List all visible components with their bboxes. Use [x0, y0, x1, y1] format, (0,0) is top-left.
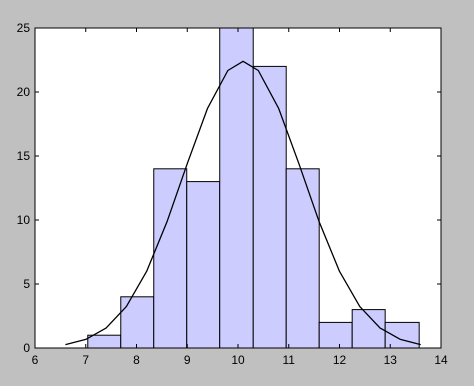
x-tick-label: 7 — [82, 353, 89, 367]
bar — [120, 296, 155, 349]
bar — [87, 334, 122, 349]
y-tick-label: 15 — [17, 149, 31, 163]
bar — [318, 321, 353, 349]
x-tick-label: 11 — [283, 353, 296, 367]
x-tick-label: 8 — [133, 353, 140, 367]
y-tick-label: 20 — [17, 85, 31, 99]
x-tick-label: 12 — [333, 353, 347, 367]
y-tick-label: 5 — [23, 277, 30, 291]
x-tick-label: 14 — [434, 353, 448, 367]
y-tick-label: 0 — [23, 341, 30, 355]
bar — [153, 168, 188, 349]
x-tick-label: 9 — [184, 353, 191, 367]
y-tick-label: 25 — [17, 21, 31, 35]
bar — [186, 181, 221, 349]
bar — [285, 168, 320, 349]
fit-curve — [65, 60, 421, 346]
x-tick-label: 6 — [32, 353, 39, 367]
bar — [384, 321, 420, 349]
x-tick-label: 10 — [231, 353, 245, 367]
x-tick-label: 13 — [384, 353, 398, 367]
bar — [252, 65, 287, 349]
y-tick-label: 10 — [17, 213, 31, 227]
